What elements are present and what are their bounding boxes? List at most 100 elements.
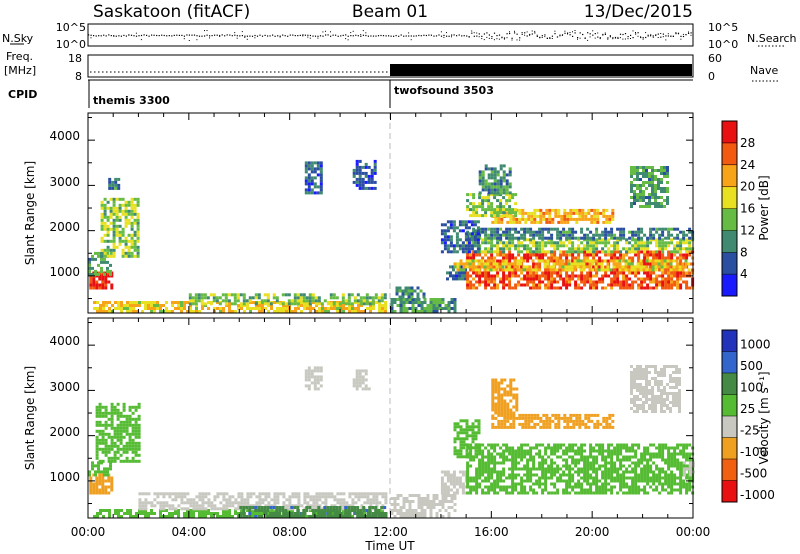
noise-sky-point [569, 34, 571, 36]
power-cell [464, 277, 467, 281]
power-cell [655, 241, 659, 245]
power-cell [562, 250, 566, 254]
power-cell [94, 272, 97, 276]
power-cell [316, 161, 320, 165]
velocity-cell [538, 443, 542, 447]
velocity-cell [326, 509, 330, 512]
power-cell [435, 307, 439, 310]
power-cell [378, 304, 381, 307]
power-cell [333, 304, 336, 307]
power-cell [578, 214, 582, 218]
power-cell [563, 208, 567, 212]
power-cell [305, 296, 309, 300]
velocity-cell [315, 504, 319, 508]
power-cell [381, 304, 384, 307]
velocity-cell [544, 488, 548, 492]
power-cell [304, 161, 308, 165]
velocity-cell [344, 506, 348, 509]
velocity-cell [239, 506, 243, 509]
power-cell [670, 283, 674, 287]
velocity-cell [511, 491, 515, 495]
noise-sky-point [594, 33, 596, 35]
velocity-cell [493, 488, 497, 492]
velocity-cell [565, 449, 569, 453]
velocity-cell [502, 470, 506, 474]
power-cell [673, 236, 677, 240]
power-cell [507, 262, 511, 266]
power-cell [586, 244, 590, 248]
power-cell [469, 202, 473, 206]
noise-sky-point [198, 35, 201, 37]
noise-search-point [675, 32, 677, 34]
power-cell [544, 271, 548, 275]
noise-sky-point [630, 34, 632, 36]
velocity-cell [541, 443, 545, 447]
power-cell [200, 302, 204, 306]
power-cell [565, 244, 569, 248]
power-cell [499, 227, 503, 231]
power-cell [493, 182, 497, 186]
power-cell [358, 183, 362, 187]
velocity-cell [165, 501, 169, 505]
power-cell [481, 230, 485, 234]
power-cell [312, 307, 315, 310]
power-cell [313, 182, 317, 186]
velocity-cell [113, 453, 117, 457]
power-cell [624, 259, 628, 263]
power-cell [670, 250, 674, 254]
power-cell [449, 226, 453, 230]
velocity-cell [333, 504, 337, 508]
power-cell [634, 247, 638, 251]
velocity-cell [339, 492, 343, 496]
power-cell [643, 286, 647, 290]
velocity-cell [156, 492, 160, 496]
velocity-cell [159, 492, 163, 496]
velocity-cell [263, 506, 267, 509]
noise-sky-point [476, 35, 478, 37]
power-cell [508, 170, 512, 174]
noise-search-point [561, 34, 563, 36]
noise-search-point [491, 38, 493, 39]
power-cell [613, 233, 617, 237]
power-cell [455, 277, 458, 281]
power-cell [302, 296, 306, 300]
noise-search-point [574, 30, 576, 31]
power-cell [499, 268, 503, 272]
velocity-cell [162, 495, 166, 499]
power-cell [529, 286, 533, 290]
power-cell [682, 238, 686, 242]
velocity-cell [405, 509, 409, 512]
power-cell [542, 214, 546, 218]
velocity-cell [125, 420, 129, 424]
power-cell [464, 250, 468, 254]
power-cell [103, 248, 107, 252]
noise-search-point [128, 34, 130, 36]
velocity-cell [102, 509, 105, 512]
power-cell [464, 220, 468, 224]
power-cell [511, 271, 515, 275]
noise-sky-point [140, 34, 143, 37]
velocity-cell [396, 494, 400, 497]
power-cell [658, 244, 662, 248]
velocity-cell [329, 509, 333, 512]
power-cell [679, 247, 683, 251]
power-cell [254, 302, 258, 306]
power-cell [490, 185, 494, 189]
power-cell [398, 289, 402, 293]
power-cell [487, 233, 491, 237]
power-cell [109, 227, 113, 231]
power-cell [354, 307, 357, 310]
velocity-cell [318, 498, 322, 502]
power-cell [452, 277, 455, 281]
power-cell [502, 170, 506, 174]
power-cell [550, 283, 554, 287]
power-cell [600, 268, 604, 272]
power-cell [455, 241, 459, 245]
velocity-cell [95, 411, 99, 415]
power-cell [308, 299, 312, 303]
power-cell [589, 241, 593, 245]
velocity-cell [131, 405, 135, 409]
power-cell [505, 227, 509, 231]
velocity-cell [195, 495, 199, 499]
velocity-cell [237, 504, 241, 508]
